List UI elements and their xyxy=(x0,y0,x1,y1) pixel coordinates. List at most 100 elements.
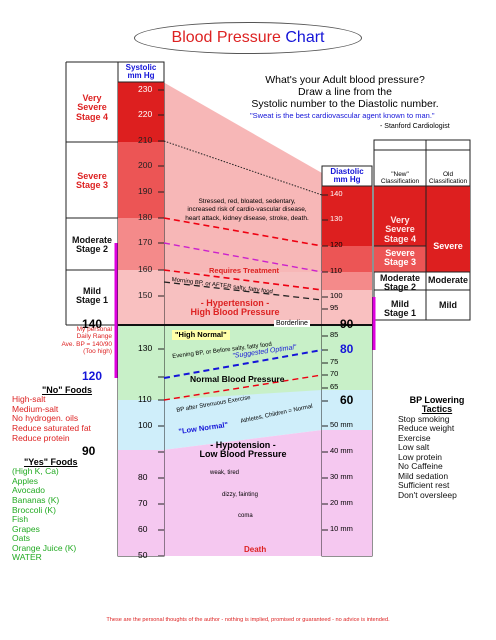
zone-hypotension xyxy=(163,430,322,556)
systolic-tick-170: 170 xyxy=(138,237,153,247)
diastolic-tick-75: 75 xyxy=(330,357,339,366)
stressed-line-2: increased risk of cardio-vascular diseas… xyxy=(187,206,307,214)
dashed-blue-120-80 xyxy=(163,349,323,379)
old-classification-header: Old Classification xyxy=(426,171,470,185)
old-severe: Severe xyxy=(433,241,463,251)
yes-food-item-7: Oats xyxy=(12,533,30,544)
diastolic-tick-30-mm: 30 mm xyxy=(330,472,353,481)
hypertension-line-2: High Blood Pressure xyxy=(190,307,280,318)
left-stage-3-l1: Severe xyxy=(77,171,107,181)
no-food-item-1: Medium-salt xyxy=(12,403,59,414)
personal-line-4: (Too high) xyxy=(83,348,112,356)
systolic-tick-200: 200 xyxy=(138,160,153,170)
systolic-tick-80: 80 xyxy=(138,472,148,482)
hypotension-line-1: - Hypotension - xyxy=(210,440,276,450)
systolic-tick-100: 100 xyxy=(138,420,153,430)
no-foods-title: "No" Foods xyxy=(42,385,93,395)
systolic-tick-120: 120 xyxy=(82,369,103,383)
yes-food-item-0: (High K, Ca) xyxy=(12,466,59,477)
tactics-section: BP Lowering Tactics Stop smoking Reduce w… xyxy=(398,395,476,501)
diastolic-tick-140: 140 xyxy=(330,189,343,198)
tactic-item-4: Low protein xyxy=(398,451,442,462)
diastolic-tick-90: 90 xyxy=(340,317,354,331)
yes-food-item-3: Bananas (K) xyxy=(12,494,60,505)
personal-range-note: My personal Daily Range Ave. BP = 140/90… xyxy=(56,326,112,356)
new-moderate-2: Stage 2 xyxy=(383,282,416,293)
stressed-line-1: Stressed, red, bloated, sedentary, xyxy=(198,198,296,205)
new-mild-2: Stage 1 xyxy=(383,308,416,319)
intro-quote: "Sweat is the best cardiovascular agent … xyxy=(250,111,435,120)
diastolic-tick-70: 70 xyxy=(330,369,339,378)
left-stage-4: Very Severe Stage 4 xyxy=(66,93,118,122)
borderline-label: Borderline xyxy=(274,320,310,328)
dizzy-label: dizzy, fainting xyxy=(222,492,258,498)
dashed-black-155-95 xyxy=(163,281,323,301)
left-stage-2: Moderate Stage 2 xyxy=(66,235,118,255)
coma-label: coma xyxy=(238,513,253,519)
yes-food-item-1: Apples xyxy=(12,475,38,486)
left-stage-4-l1: Very xyxy=(82,93,102,103)
yes-food-item-5: Fish xyxy=(12,514,29,525)
left-stage-2-l2: Stage 2 xyxy=(75,244,108,255)
dotted-line-210 xyxy=(163,140,323,196)
systolic-header-1: Systolic xyxy=(125,63,157,72)
page-title: Blood Pressure Chart xyxy=(134,22,362,54)
no-foods-section: "No" Foods High-salt Medium-salt No hydrog… xyxy=(12,385,93,443)
new-header-2: Classification xyxy=(380,178,420,186)
yes-foods-section: "Yes" Foods (High K, Ca) Apples Avocado Ban… xyxy=(12,457,78,563)
personal-line-2: Daily Range xyxy=(76,333,112,341)
intro-question: What's your Adult blood pressure? xyxy=(265,74,425,86)
old-moderate: Moderate xyxy=(427,275,468,285)
old-mild: Mild xyxy=(439,300,457,310)
yes-food-item-4: Broccoli (K) xyxy=(12,504,56,515)
diastolic-header-1: Diastolic xyxy=(330,167,364,176)
death-label: Death xyxy=(244,545,267,554)
diastolic-tick-85: 85 xyxy=(330,330,339,339)
systolic-tick-60: 60 xyxy=(138,524,148,534)
dashed-magenta-170-110 xyxy=(163,242,323,273)
tactic-item-6: Mild sedation xyxy=(398,470,449,481)
yes-food-item-6: Grapes xyxy=(12,523,40,534)
diastolic-tick-60: 60 xyxy=(340,393,354,407)
no-food-item-2: No hydrogen. oils xyxy=(12,413,79,424)
left-stage-1-l1: Mild xyxy=(83,286,101,296)
tactic-item-5: No Caffeine xyxy=(398,461,443,472)
diastolic-tick-65: 65 xyxy=(330,382,339,391)
systolic-header: Systolic mm Hg xyxy=(118,63,164,81)
no-food-item-4: Reduce protein xyxy=(12,432,70,443)
no-food-item-0: High-salt xyxy=(12,394,46,405)
intro-text: What's your Adult blood pressure? Draw a… xyxy=(240,74,450,110)
stressed-line-3: heart attack, kidney disease, stroke, de… xyxy=(185,214,309,222)
hypertension-line-1: - Hypertension - xyxy=(200,298,270,308)
personal-line-3: Ave. BP = 140/90 xyxy=(61,340,112,348)
diastolic-tick-100: 100 xyxy=(330,291,343,300)
hypotension-line-2: Low Blood Pressure xyxy=(199,449,287,460)
high-normal-label: "High Normal" xyxy=(172,330,230,340)
systolic-tick-160: 160 xyxy=(138,264,153,274)
dashed-red-110-70 xyxy=(163,374,323,401)
yes-foods-title: "Yes" Foods xyxy=(24,457,78,467)
diastolic-tick-40-mm: 40 mm xyxy=(330,446,353,455)
diastolic-tick-50-mm: 50 mm xyxy=(330,420,353,429)
yes-food-item-8: Orange Juice (K) xyxy=(12,542,77,553)
intro-instruction2: Systolic number to the Diastolic number. xyxy=(251,98,439,111)
dashed-red-180-120 xyxy=(163,217,323,247)
zone-hypertension-mild xyxy=(163,272,322,325)
intro-instruction1: Draw a line from the xyxy=(298,86,392,99)
zone-normal xyxy=(163,325,322,405)
requires-treatment-label: Requires Treatment xyxy=(209,266,280,275)
systolic-tick-70: 70 xyxy=(138,498,148,508)
systolic-tick-150: 150 xyxy=(138,290,153,300)
hypertension-label: - Hypertension - High Blood Pressure xyxy=(170,298,300,318)
systolic-tick-220: 220 xyxy=(138,109,153,119)
systolic-header-2: mm Hg xyxy=(127,71,155,81)
left-stage-3-l2: Stage 3 xyxy=(75,180,108,191)
new-moderate-1: Moderate xyxy=(379,273,420,283)
yes-foods-list: (High K, Ca) Apples Avocado Bananas (K) Broc… xyxy=(12,467,78,562)
new-severe-1: Severe xyxy=(385,248,415,258)
normal-bp-label: Normal Blood Pressure xyxy=(190,374,285,384)
footer-disclaimer: These are the personal thoughts of the a… xyxy=(106,617,390,623)
systolic-tick-130: 130 xyxy=(138,343,153,353)
tactics-list: Stop smoking Reduce weight Exercise Low sal… xyxy=(398,414,476,501)
diastolic-tick-130: 130 xyxy=(330,214,343,223)
